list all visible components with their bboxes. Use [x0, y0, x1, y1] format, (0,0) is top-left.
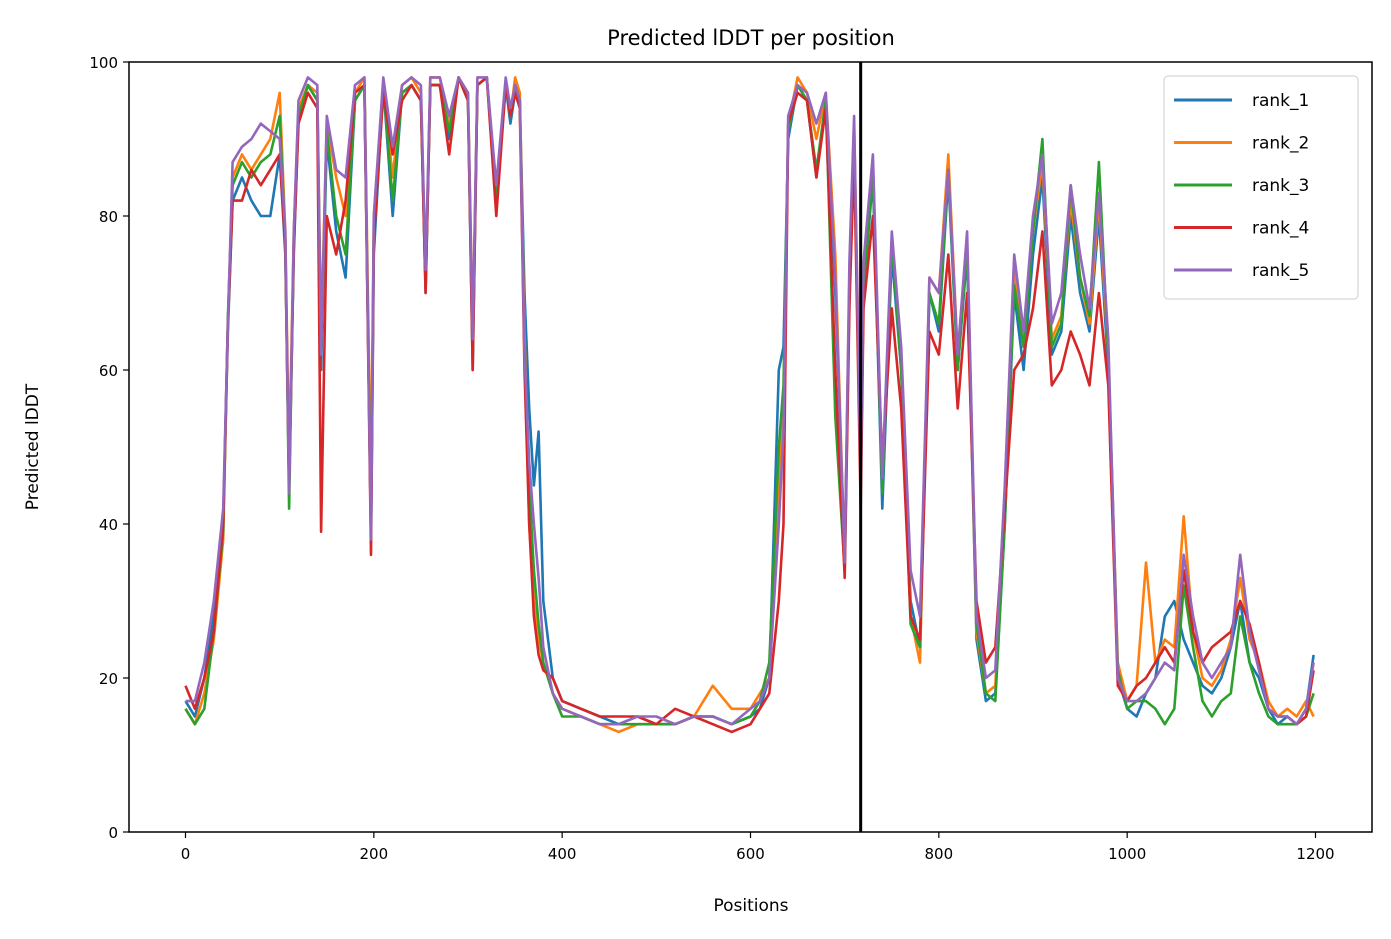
legend: rank_1 rank_2 rank_3 rank_4 rank_5	[1163, 75, 1359, 300]
legend-label: rank_1	[1252, 91, 1309, 111]
legend-box	[1163, 75, 1359, 300]
y-axis: 0 20 40 60 80 100	[89, 54, 129, 842]
y-axis-label: Predicted lDDT	[23, 383, 43, 510]
legend-label: rank_3	[1252, 176, 1309, 196]
x-axis: 0 200 400 600 800 1000 1200	[181, 832, 1335, 863]
x-tick-label: 600	[736, 845, 765, 863]
y-tick-label: 0	[108, 824, 118, 842]
legend-label: rank_4	[1252, 219, 1309, 239]
x-tick-label: 1000	[1108, 845, 1146, 863]
series-line-rank_3	[184, 76, 1315, 726]
x-tick-label: 400	[548, 845, 577, 863]
series-line-rank_5	[185, 76, 1315, 726]
series-line-rank_4	[184, 76, 1315, 734]
y-tick-label: 100	[89, 54, 118, 72]
plot-lines	[184, 76, 1315, 734]
chart-title: Predicted lDDT per position	[607, 26, 895, 50]
x-axis-label: Positions	[713, 896, 788, 916]
x-tick-label: 800	[925, 845, 954, 863]
y-tick-label: 80	[99, 208, 118, 226]
x-tick-label: 200	[360, 845, 389, 863]
y-tick-label: 20	[99, 670, 118, 688]
y-tick-label: 60	[99, 362, 118, 380]
series-line-rank_2	[184, 76, 1315, 734]
x-tick-label: 1200	[1296, 845, 1334, 863]
legend-label: rank_5	[1252, 261, 1309, 281]
x-tick-label: 0	[181, 845, 191, 863]
legend-label: rank_2	[1252, 134, 1309, 154]
series-line-rank_1	[184, 76, 1315, 726]
y-tick-label: 40	[99, 516, 118, 534]
